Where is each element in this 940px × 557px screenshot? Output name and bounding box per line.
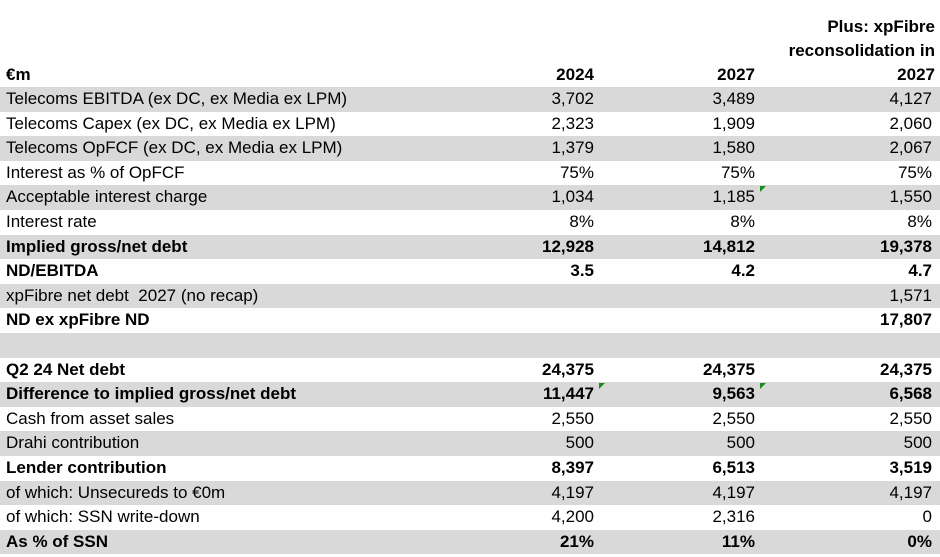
cell-2027: 75%	[720, 162, 755, 182]
cell-recon-2027: 8%	[907, 211, 932, 231]
cell-recon-2027: 4,197	[889, 482, 932, 502]
row-label: Telecoms Capex (ex DC, ex Media ex LPM)	[6, 113, 336, 133]
header-unit-label: €m	[6, 65, 31, 84]
header-recon-line1: Plus: xpFibre	[827, 17, 935, 36]
table-row: Drahi contribution 500 500 500	[0, 431, 940, 456]
table-row: Lender contribution 8,397 6,513 3,519	[0, 456, 940, 481]
cell-2027: 8%	[730, 211, 755, 231]
cell-recon-2027: 4.7	[908, 261, 932, 281]
cell-2024: 75%	[559, 162, 594, 182]
row-label: Telecoms OpFCF (ex DC, ex Media ex LPM)	[6, 138, 343, 158]
cell-2027: 1,580	[712, 138, 755, 158]
table-row: ND/EBITDA 3.5 4.2 4.7	[0, 259, 940, 284]
cell-2024: 3,702	[551, 89, 594, 108]
table-row: Interest as % of OpFCF 75% 75% 75%	[0, 161, 940, 186]
table-row: ND ex xpFibre ND 17,807	[0, 308, 940, 333]
cell-2024: 8%	[569, 211, 594, 231]
row-label: Interest as % of OpFCF	[6, 162, 185, 182]
cell-recon-2027: 19,378	[880, 236, 932, 256]
row-label: Difference to implied gross/net debt	[6, 384, 296, 404]
table-row-spacer	[0, 332, 940, 358]
table-row: xpFibre net debt 2027 (no recap) 1,571	[0, 283, 940, 309]
cell-recon-2027: 6,568	[889, 384, 932, 404]
table-row: Interest rate 8% 8% 8%	[0, 210, 940, 235]
cell-2024: 12,928	[542, 236, 594, 256]
header-2024: 2024	[556, 65, 594, 84]
cell-2027: 4.2	[731, 261, 755, 281]
cell-2027: 1,185	[712, 187, 755, 207]
row-label: of which: Unsecureds to €0m	[6, 482, 226, 502]
cell-2024: 1,379	[551, 138, 594, 158]
row-label: Cash from asset sales	[6, 408, 175, 428]
cell-2027: 1,909	[712, 113, 755, 133]
row-label: ND ex xpFibre ND	[6, 310, 150, 330]
cell-recon-2027: 2,550	[889, 408, 932, 428]
row-label: Interest rate	[6, 211, 97, 231]
row-label: Acceptable interest charge	[6, 187, 208, 207]
cell-2024: 1,034	[551, 187, 594, 207]
header-recon-line3: 2027	[897, 65, 935, 84]
cell-2027: 3,489	[712, 89, 755, 108]
table-header: €m 2024 2027 Plus: xpFibre reconsolidati…	[0, 0, 940, 87]
table-row: Cash from asset sales 2,550 2,550 2,550	[0, 407, 940, 432]
cell-2024: 2,550	[551, 408, 594, 428]
cell-2024: 4,200	[551, 507, 594, 527]
header-recon-line2: reconsolidation in	[788, 41, 935, 60]
cell-2024: 500	[565, 433, 594, 453]
cell-2024: 8,397	[551, 457, 594, 477]
table-row: Q2 24 Net debt 24,375 24,375 24,375	[0, 358, 940, 383]
header-xpfibre-reconsolidation: Plus: xpFibre reconsolidation in 2027	[735, 15, 935, 87]
table-row: of which: SSN write-down 4,200 2,316 0	[0, 505, 940, 530]
cell-recon-2027: 1,550	[889, 187, 932, 207]
header-2027: 2027	[717, 65, 755, 84]
cell-recon-2027: 17,807	[880, 310, 932, 330]
cell-2027: 24,375	[703, 359, 755, 379]
cell-2024: 24,375	[542, 359, 594, 379]
cell-2027: 4,197	[712, 482, 755, 502]
cell-recon-2027: 1,571	[889, 285, 932, 305]
table-row: As % of SSN 21% 11% 0%	[0, 529, 940, 555]
cell-recon-2027: 2,060	[889, 113, 932, 133]
cell-2024: 21%	[559, 531, 594, 551]
cell-recon-2027: 0	[922, 507, 932, 527]
table-row: Telecoms OpFCF (ex DC, ex Media ex LPM) …	[0, 136, 940, 161]
cell-recon-2027: 75%	[897, 162, 932, 182]
row-label: Q2 24 Net debt	[6, 359, 126, 379]
cell-recon-2027: 3,519	[889, 457, 932, 477]
cell-recon-2027: 2,067	[889, 138, 932, 158]
table-row: of which: Unsecureds to €0m 4,197 4,197 …	[0, 480, 940, 506]
row-label: of which: SSN write-down	[6, 507, 200, 527]
row-label: ND/EBITDA	[6, 261, 99, 281]
row-label: Telecoms EBITDA (ex DC, ex Media ex LPM)	[6, 89, 348, 108]
table-row: Telecoms EBITDA (ex DC, ex Media ex LPM)…	[0, 87, 940, 112]
cell-recon-2027: 0%	[907, 531, 932, 551]
row-label: As % of SSN	[6, 531, 109, 551]
row-label: Implied gross/net debt	[6, 236, 188, 256]
comment-marker-icon	[760, 186, 766, 193]
cell-2024: 3.5	[570, 261, 594, 281]
cell-2027: 2,316	[712, 507, 755, 527]
table-row: Implied gross/net debt 12,928 14,812 19,…	[0, 234, 940, 260]
cell-2027: 2,550	[712, 408, 755, 428]
cell-2024: 4,197	[551, 482, 594, 502]
table-row: Acceptable interest charge 1,034 1,185 1…	[0, 185, 940, 210]
cell-2027: 11%	[721, 531, 755, 551]
cell-2027: 14,812	[703, 236, 755, 256]
table-row: Telecoms Capex (ex DC, ex Media ex LPM) …	[0, 112, 940, 137]
comment-marker-icon	[599, 383, 605, 390]
row-label: Lender contribution	[6, 457, 167, 477]
comment-marker-icon	[760, 383, 766, 390]
cell-2027: 500	[726, 433, 755, 453]
row-label: xpFibre net debt 2027 (no recap)	[6, 285, 259, 305]
cell-2027: 9,563	[712, 384, 755, 404]
table-row: Difference to implied gross/net debt 11,…	[0, 382, 940, 407]
cell-recon-2027: 24,375	[880, 359, 932, 379]
cell-2027: 6,513	[712, 457, 755, 477]
row-label: Drahi contribution	[6, 433, 140, 453]
cell-recon-2027: 4,127	[889, 89, 932, 108]
cell-recon-2027: 500	[903, 433, 932, 453]
cell-2024: 11,447	[542, 384, 594, 404]
cell-2024: 2,323	[551, 113, 594, 133]
